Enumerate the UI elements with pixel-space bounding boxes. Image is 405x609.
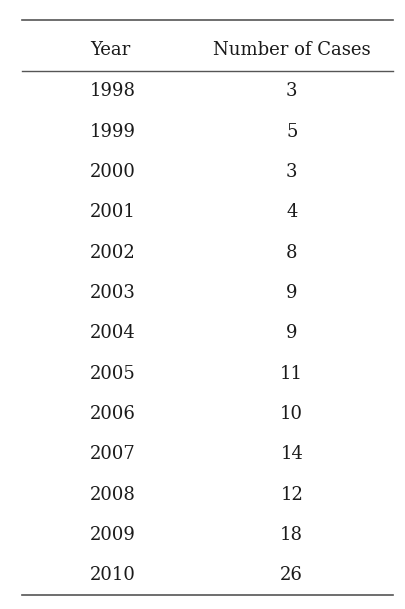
Text: 2000: 2000: [90, 163, 136, 181]
Text: 5: 5: [285, 122, 297, 141]
Text: 2010: 2010: [90, 566, 136, 584]
Text: 2006: 2006: [90, 405, 136, 423]
Text: 14: 14: [279, 445, 303, 463]
Text: 12: 12: [279, 485, 303, 504]
Text: 10: 10: [279, 405, 303, 423]
Text: 9: 9: [285, 284, 297, 302]
Text: 2008: 2008: [90, 485, 136, 504]
Text: 1999: 1999: [90, 122, 136, 141]
Text: 2002: 2002: [90, 244, 136, 262]
Text: 3: 3: [285, 163, 297, 181]
Text: 2003: 2003: [90, 284, 136, 302]
Text: 4: 4: [285, 203, 297, 221]
Text: Year: Year: [90, 41, 130, 59]
Text: 1998: 1998: [90, 82, 136, 100]
Text: 2009: 2009: [90, 526, 136, 544]
Text: 26: 26: [279, 566, 303, 584]
Text: 2005: 2005: [90, 365, 136, 382]
Text: 2007: 2007: [90, 445, 136, 463]
Text: 11: 11: [279, 365, 303, 382]
Text: 9: 9: [285, 325, 297, 342]
Text: 18: 18: [279, 526, 303, 544]
Text: 2004: 2004: [90, 325, 136, 342]
Text: 2001: 2001: [90, 203, 136, 221]
Text: 3: 3: [285, 82, 297, 100]
Text: Number of Cases: Number of Cases: [212, 41, 370, 59]
Text: 8: 8: [285, 244, 297, 262]
